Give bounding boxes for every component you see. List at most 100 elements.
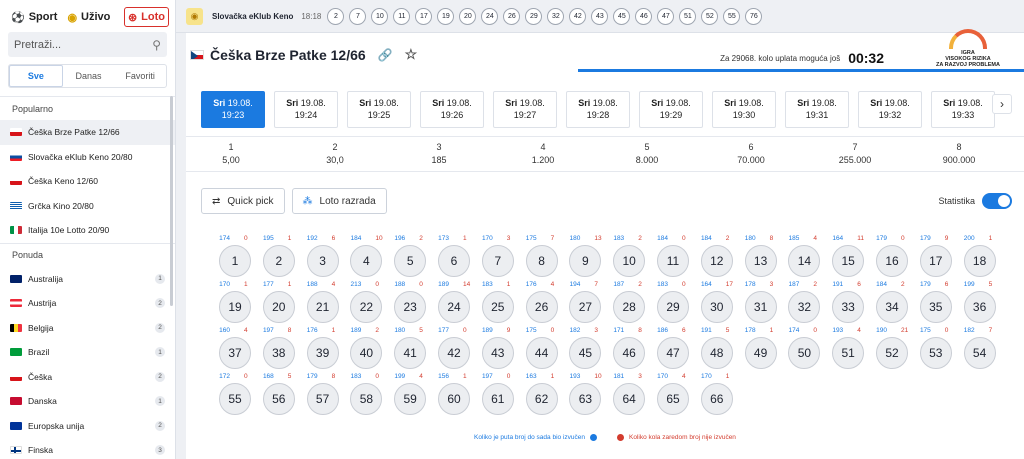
number-ball[interactable]: 180 13 9 xyxy=(566,235,604,277)
number-ball[interactable]: 173 1 6 xyxy=(435,235,473,277)
filter-favoriti[interactable]: Favoriti xyxy=(125,71,155,81)
offer-item[interactable]: Europska unija 2 xyxy=(0,414,175,439)
number-ball[interactable]: 175 7 8 xyxy=(523,235,561,277)
number-ball[interactable]: 174 0 50 xyxy=(785,327,823,369)
number-ball[interactable]: 184 2 12 xyxy=(698,235,736,277)
number-ball[interactable]: 199 5 36 xyxy=(961,281,999,323)
tab-uzivo[interactable]: ◉ Uživo xyxy=(64,7,113,27)
number-ball[interactable]: 160 4 37 xyxy=(216,327,254,369)
number-ball[interactable]: 181 3 64 xyxy=(610,373,648,415)
statistics-toggle[interactable] xyxy=(982,193,1012,209)
popular-item[interactable]: Grčka Kino 20/80 xyxy=(0,194,175,219)
offer-item[interactable]: Australija 1 xyxy=(0,267,175,292)
number-ball[interactable]: 185 4 14 xyxy=(785,235,823,277)
loto-razrada-button[interactable]: ⁂ Loto razrada xyxy=(291,188,387,214)
draw-slot[interactable]: Sri 19.08. 19:29 xyxy=(639,90,703,128)
number-ball[interactable]: 199 4 59 xyxy=(391,373,429,415)
number-ball[interactable]: 156 1 60 xyxy=(435,373,473,415)
number-ball[interactable]: 182 3 45 xyxy=(566,327,604,369)
number-ball[interactable]: 197 8 38 xyxy=(260,327,298,369)
number-ball[interactable]: 184 2 34 xyxy=(873,281,911,323)
number-ball[interactable]: 183 2 10 xyxy=(610,235,648,277)
draw-slot[interactable]: Sri 19.08. 19:32 xyxy=(858,90,922,128)
topbar-game-title[interactable]: Slovačka eKlub Keno xyxy=(212,11,294,21)
number-ball[interactable]: 213 0 22 xyxy=(347,281,385,323)
number-ball[interactable]: 180 5 41 xyxy=(391,327,429,369)
number-ball[interactable]: 187 2 32 xyxy=(785,281,823,323)
popular-item[interactable]: Češka Keno 12/60 xyxy=(0,169,175,194)
number-ball[interactable]: 175 0 53 xyxy=(917,327,955,369)
number-ball[interactable]: 174 0 1 xyxy=(216,235,254,277)
number-ball[interactable]: 191 6 33 xyxy=(829,281,867,323)
number-ball[interactable]: 163 1 62 xyxy=(523,373,561,415)
offer-item[interactable]: Danska 1 xyxy=(0,389,175,414)
number-ball[interactable]: 193 4 51 xyxy=(829,327,867,369)
number-ball[interactable]: 178 3 31 xyxy=(742,281,780,323)
draw-slot[interactable]: Sri 19.08. 19:28 xyxy=(566,90,630,128)
quick-pick-button[interactable]: ⇄ Quick pick xyxy=(201,188,285,214)
number-ball[interactable]: 183 0 58 xyxy=(347,373,385,415)
filter-sve[interactable]: Sve xyxy=(9,65,63,87)
number-ball[interactable]: 184 0 11 xyxy=(654,235,692,277)
number-ball[interactable]: 164 17 30 xyxy=(698,281,736,323)
draw-slot[interactable]: Sri 19.08. 19:23 xyxy=(201,90,265,128)
draw-slot[interactable]: Sri 19.08. 19:30 xyxy=(712,90,776,128)
number-ball[interactable]: 170 4 65 xyxy=(654,373,692,415)
offer-item[interactable]: Finska 3 xyxy=(0,438,175,459)
number-ball[interactable]: 179 6 35 xyxy=(917,281,955,323)
number-ball[interactable]: 177 0 42 xyxy=(435,327,473,369)
number-ball[interactable]: 171 8 46 xyxy=(610,327,648,369)
number-ball[interactable]: 188 0 23 xyxy=(391,281,429,323)
number-ball[interactable]: 192 6 3 xyxy=(304,235,342,277)
number-ball[interactable]: 196 2 5 xyxy=(391,235,429,277)
number-ball[interactable]: 189 14 24 xyxy=(435,281,473,323)
number-ball[interactable]: 187 2 28 xyxy=(610,281,648,323)
number-ball[interactable]: 183 1 25 xyxy=(479,281,517,323)
popular-item[interactable]: Češka Brze Patke 12/66 xyxy=(0,120,175,145)
number-ball[interactable]: 183 0 29 xyxy=(654,281,692,323)
draw-slot[interactable]: Sri 19.08. 19:26 xyxy=(420,90,484,128)
star-icon[interactable]: ☆ xyxy=(404,46,418,62)
number-ball[interactable]: 176 4 26 xyxy=(523,281,561,323)
number-ball[interactable]: 180 8 13 xyxy=(742,235,780,277)
offer-item[interactable]: Češka 2 xyxy=(0,365,175,390)
number-ball[interactable]: 179 8 57 xyxy=(304,373,342,415)
draw-slot[interactable]: Sri 19.08. 19:33 xyxy=(931,90,995,128)
number-ball[interactable]: 168 5 56 xyxy=(260,373,298,415)
number-ball[interactable]: 190 21 52 xyxy=(873,327,911,369)
number-ball[interactable]: 178 1 49 xyxy=(742,327,780,369)
draw-slot[interactable]: Sri 19.08. 19:24 xyxy=(274,90,338,128)
number-ball[interactable]: 176 1 39 xyxy=(304,327,342,369)
offer-item[interactable]: Brazil 1 xyxy=(0,340,175,365)
number-ball[interactable]: 179 9 17 xyxy=(917,235,955,277)
draw-slot[interactable]: Sri 19.08. 19:25 xyxy=(347,90,411,128)
number-ball[interactable]: 195 1 2 xyxy=(260,235,298,277)
number-ball[interactable]: 172 0 55 xyxy=(216,373,254,415)
sidebar-scrollbar[interactable] xyxy=(170,96,173,306)
popular-item[interactable]: Italija 10e Lotto 20/90 xyxy=(0,218,175,243)
number-ball[interactable]: 186 6 47 xyxy=(654,327,692,369)
number-ball[interactable]: 188 4 21 xyxy=(304,281,342,323)
number-ball[interactable]: 175 0 44 xyxy=(523,327,561,369)
number-ball[interactable]: 170 1 66 xyxy=(698,373,736,415)
number-ball[interactable]: 170 3 7 xyxy=(479,235,517,277)
number-ball[interactable]: 164 11 15 xyxy=(829,235,867,277)
draw-slot[interactable]: Sri 19.08. 19:31 xyxy=(785,90,849,128)
next-draws-button[interactable]: › xyxy=(992,94,1012,114)
number-ball[interactable]: 200 1 18 xyxy=(961,235,999,277)
link-icon[interactable]: 🔗 xyxy=(377,47,393,62)
filter-danas[interactable]: Danas xyxy=(75,71,102,81)
number-ball[interactable]: 170 1 19 xyxy=(216,281,254,323)
tab-sport[interactable]: ⚽ Sport xyxy=(8,7,60,27)
tab-loto[interactable]: ⊛ Loto xyxy=(123,7,169,27)
offer-item[interactable]: Austrija 2 xyxy=(0,291,175,316)
number-ball[interactable]: 179 0 16 xyxy=(873,235,911,277)
number-ball[interactable]: 182 7 54 xyxy=(961,327,999,369)
number-ball[interactable]: 191 5 48 xyxy=(698,327,736,369)
draw-slot[interactable]: Sri 19.08. 19:27 xyxy=(493,90,557,128)
number-ball[interactable]: 197 0 61 xyxy=(479,373,517,415)
number-ball[interactable]: 177 1 20 xyxy=(260,281,298,323)
popular-item[interactable]: Slovačka eKlub Keno 20/80 xyxy=(0,145,175,170)
number-ball[interactable]: 184 10 4 xyxy=(347,235,385,277)
number-ball[interactable]: 189 9 43 xyxy=(479,327,517,369)
